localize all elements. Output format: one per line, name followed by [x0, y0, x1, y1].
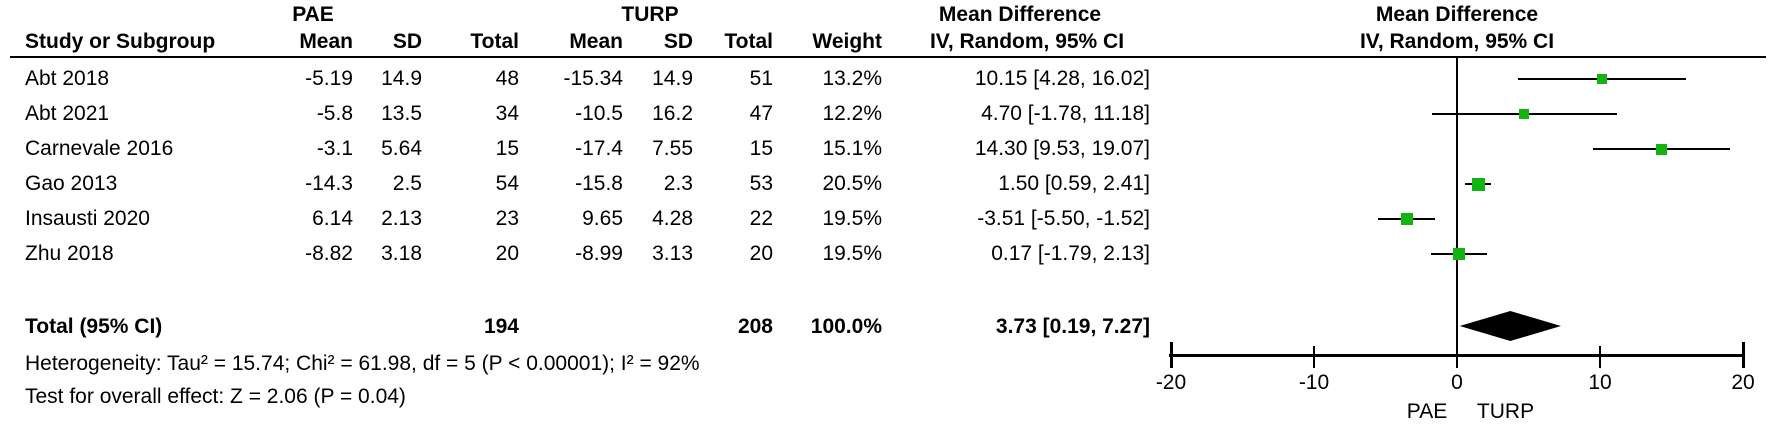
turp-mean-value: -8.99: [575, 242, 623, 265]
axis-tick-label: 10: [1588, 371, 1612, 394]
overall-effect-text: Test for overall effect: Z = 2.06 (P = 0…: [25, 385, 406, 408]
column-header-study: Study or Subgroup: [25, 30, 216, 53]
axis-tick-label: 20: [1731, 371, 1755, 394]
mean-difference-text-header: Mean Difference: [938, 3, 1102, 26]
axis-label-turp: TURP: [1476, 400, 1535, 423]
column-header-turp-sd: SD: [663, 30, 693, 53]
zero-line: [1456, 58, 1458, 355]
axis-label-pae: PAE: [1406, 400, 1448, 423]
axis-tick: [1170, 342, 1173, 368]
column-header-turp-total: Total: [724, 30, 773, 53]
weight-value: 19.5%: [822, 242, 882, 265]
study-label: Abt 2018: [25, 67, 110, 90]
turp-mean-value: -17.4: [575, 137, 623, 160]
axis-tick-label: -20: [1155, 371, 1187, 394]
pae-total-value: 15: [495, 137, 519, 160]
study-label: Gao 2013: [25, 172, 118, 195]
effect-square: [1519, 109, 1530, 119]
turp-mean-value: -15.8: [575, 172, 623, 195]
ci-value: 4.70 [-1.78, 11.18]: [981, 102, 1150, 125]
column-header-turp-mean: Mean: [569, 30, 623, 53]
turp-sd-value: 14.9: [652, 67, 693, 90]
pae-mean-value: -3.1: [316, 137, 353, 160]
pae-group-header: PAE: [292, 3, 334, 26]
ci-value: 14.30 [9.53, 19.07]: [974, 137, 1150, 160]
ci-value: 0.17 [-1.79, 2.13]: [991, 242, 1150, 265]
column-header-weight: Weight: [812, 30, 882, 53]
header-divider: [10, 56, 1766, 58]
weight-value: 12.2%: [822, 102, 882, 125]
effect-square: [1453, 248, 1466, 260]
turp-sd-value: 16.2: [652, 102, 693, 125]
turp-sd-value: 3.13: [652, 242, 693, 265]
column-header-pae-mean: Mean: [299, 30, 353, 53]
weight-value: 13.2%: [822, 67, 882, 90]
turp-sd-value: 2.3: [663, 172, 693, 195]
pae-sd-value: 14.9: [381, 67, 422, 90]
effect-square: [1655, 143, 1667, 155]
study-label: Abt 2021: [25, 102, 110, 125]
column-header-ci-text: IV, Random, 95% CI: [929, 30, 1125, 53]
pae-total-value: 34: [495, 102, 519, 125]
total-pae-total: 194: [483, 315, 519, 338]
mean-difference-plot-header: Mean Difference: [1375, 3, 1539, 26]
turp-mean-value: -10.5: [575, 102, 623, 125]
effect-square: [1471, 177, 1485, 191]
weight-value: 15.1%: [822, 137, 882, 160]
total-weight: 100.0%: [810, 315, 882, 338]
turp-group-header: TURP: [621, 3, 679, 26]
turp-total-value: 47: [749, 102, 773, 125]
effect-square: [1597, 74, 1608, 84]
turp-total-value: 51: [749, 67, 773, 90]
pae-sd-value: 13.5: [381, 102, 422, 125]
heterogeneity-text: Heterogeneity: Tau² = 15.74; Chi² = 61.9…: [25, 352, 700, 375]
pae-total-value: 48: [495, 67, 519, 90]
column-header-ci-plot: IV, Random, 95% CI: [1359, 30, 1555, 53]
total-ci: 3.73 [0.19, 7.27]: [995, 315, 1150, 338]
axis-tick: [1599, 346, 1601, 368]
ci-value: 1.50 [0.59, 2.41]: [998, 172, 1150, 195]
ci-value: -3.51 [-5.50, -1.52]: [977, 207, 1150, 230]
turp-total-value: 15: [749, 137, 773, 160]
study-label: Carnevale 2016: [25, 137, 174, 160]
turp-sd-value: 4.28: [652, 207, 693, 230]
column-header-pae-total: Total: [470, 30, 519, 53]
pae-total-value: 54: [495, 172, 519, 195]
study-label: Zhu 2018: [25, 242, 114, 265]
pae-mean-value: 6.14: [312, 207, 353, 230]
total-label: Total (95% CI): [25, 315, 163, 338]
turp-mean-value: 9.65: [582, 207, 623, 230]
turp-total-value: 20: [749, 242, 773, 265]
pae-mean-value: -8.82: [305, 242, 353, 265]
axis-tick-label: 0: [1451, 371, 1463, 394]
axis-tick: [1456, 346, 1458, 368]
pae-total-value: 20: [495, 242, 519, 265]
weight-value: 19.5%: [822, 207, 882, 230]
effect-square: [1400, 213, 1413, 225]
axis-tick: [1313, 346, 1315, 368]
pae-mean-value: -5.8: [316, 102, 353, 125]
pae-sd-value: 2.5: [392, 172, 422, 195]
pae-mean-value: -5.19: [305, 67, 353, 90]
ci-value: 10.15 [4.28, 16.02]: [974, 67, 1150, 90]
pae-sd-value: 5.64: [381, 137, 422, 160]
pae-sd-value: 2.13: [381, 207, 422, 230]
study-label: Insausti 2020: [25, 207, 150, 230]
turp-total-value: 22: [749, 207, 773, 230]
pae-total-value: 23: [495, 207, 519, 230]
weight-value: 20.5%: [822, 172, 882, 195]
turp-total-value: 53: [749, 172, 773, 195]
turp-sd-value: 7.55: [652, 137, 693, 160]
pae-mean-value: -14.3: [305, 172, 353, 195]
axis-tick-label: -10: [1298, 371, 1330, 394]
total-turp-total: 208: [737, 315, 773, 338]
column-header-pae-sd: SD: [392, 30, 422, 53]
pae-sd-value: 3.18: [381, 242, 422, 265]
axis-tick: [1742, 342, 1745, 368]
turp-mean-value: -15.34: [563, 67, 623, 90]
